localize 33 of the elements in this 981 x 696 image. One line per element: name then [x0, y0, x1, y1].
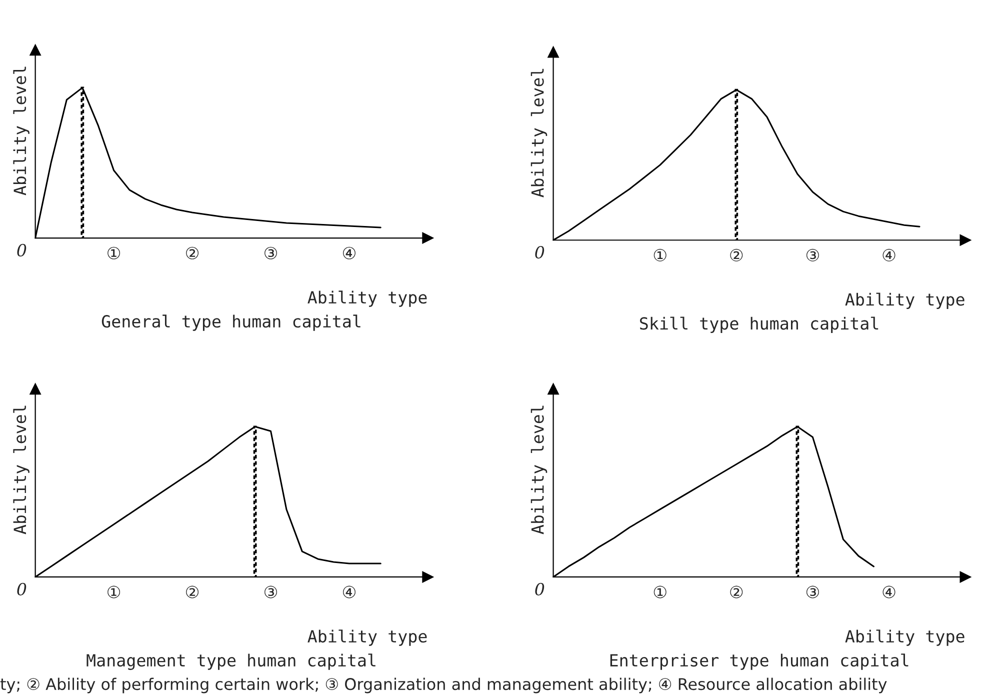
text: 0 [17, 244, 26, 256]
x-axis-title: Ability type [845, 630, 964, 646]
text: Skill type human capital [640, 316, 878, 333]
text: 0 [535, 246, 544, 259]
x-tick-label: ③ [264, 586, 277, 598]
x-tick-label: ④ [343, 246, 356, 260]
text: 0 [535, 582, 544, 596]
x-tick-label: ② [186, 246, 199, 260]
x-tick-label: ① [108, 586, 120, 598]
x-tick-label: ② [186, 586, 199, 598]
x-tick-label: ② [730, 586, 743, 598]
x-tick-label: ④ [343, 586, 356, 598]
x-tick-label: ③ [264, 246, 277, 260]
x-axis-title: Ability type [308, 630, 427, 646]
x-tick-label: ④ [882, 248, 896, 262]
text: General type human capital [102, 314, 360, 331]
x-tick-label: ① [654, 248, 666, 262]
y-axis-title: Ability level [530, 68, 548, 198]
x-tick-label: ② [730, 248, 743, 262]
x-tick-label: ③ [806, 248, 819, 262]
x-tick-label: ① [654, 586, 666, 598]
x-tick-label: ③ [806, 586, 819, 598]
text: 0 [17, 582, 26, 596]
y-axis-title: Ability level [13, 406, 30, 534]
text: Management type human capital [86, 654, 376, 670]
y-axis-title: Ability level [13, 66, 30, 196]
y-axis-title: Ability level [530, 406, 548, 534]
text: ty; ② Ability of performing certain work; ③ Organization and management ability; ④ Resource allocation ability [0, 678, 887, 694]
x-tick-label: ④ [882, 586, 896, 598]
x-axis-title: Ability type [845, 292, 964, 309]
x-tick-label: ① [108, 246, 120, 260]
x-axis-title: Ability type [308, 290, 427, 307]
text: Enterpriser type human capital [610, 654, 908, 670]
